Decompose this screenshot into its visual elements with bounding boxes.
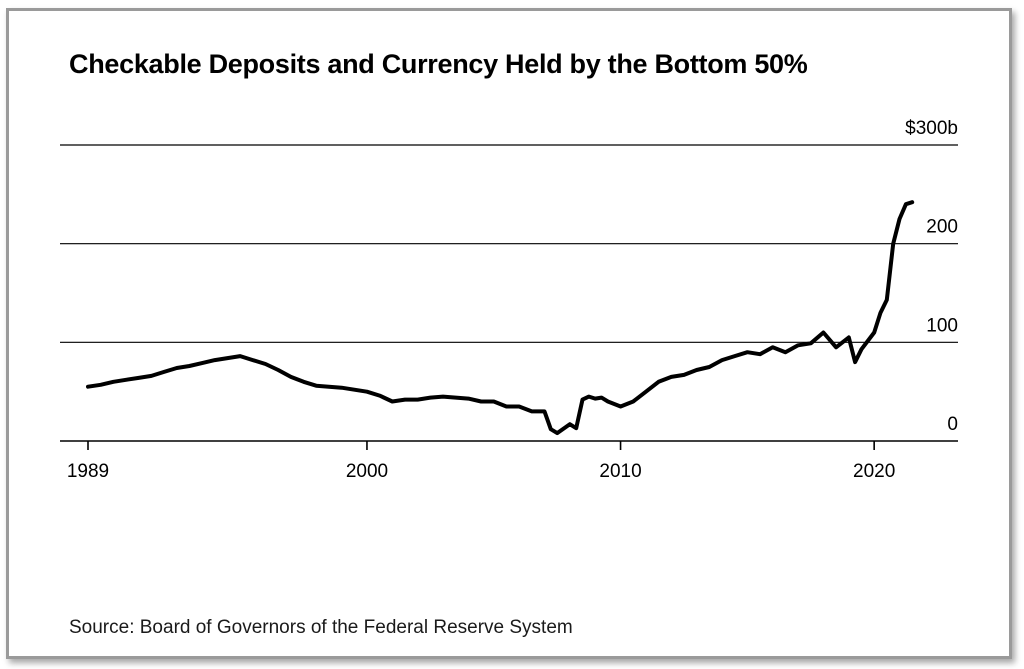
y-tick-label-0: 0 [947, 414, 958, 435]
chart-card: Checkable Deposits and Currency Held by … [6, 8, 1012, 659]
x-tick-label-1989: 1989 [67, 461, 109, 482]
chart-title: Checkable Deposits and Currency Held by … [69, 49, 808, 79]
x-tick-label-2010: 2010 [599, 461, 641, 482]
x-axis: 1989 2000 2010 2020 [67, 441, 895, 482]
source-note: Source: Board of Governors of the Federa… [69, 617, 573, 638]
grid-layer [60, 144, 958, 442]
y-tick-label-200: 200 [926, 217, 958, 238]
series-line-0 [86, 200, 915, 436]
y-tick-labels: 0 100 200 $300b [905, 118, 958, 435]
series-layer [86, 200, 915, 436]
y-tick-label-300: $300b [905, 118, 958, 139]
y-tick-label-100: 100 [926, 315, 958, 336]
x-tick-label-2020: 2020 [853, 461, 895, 482]
x-tick-label-2000: 2000 [346, 461, 388, 482]
